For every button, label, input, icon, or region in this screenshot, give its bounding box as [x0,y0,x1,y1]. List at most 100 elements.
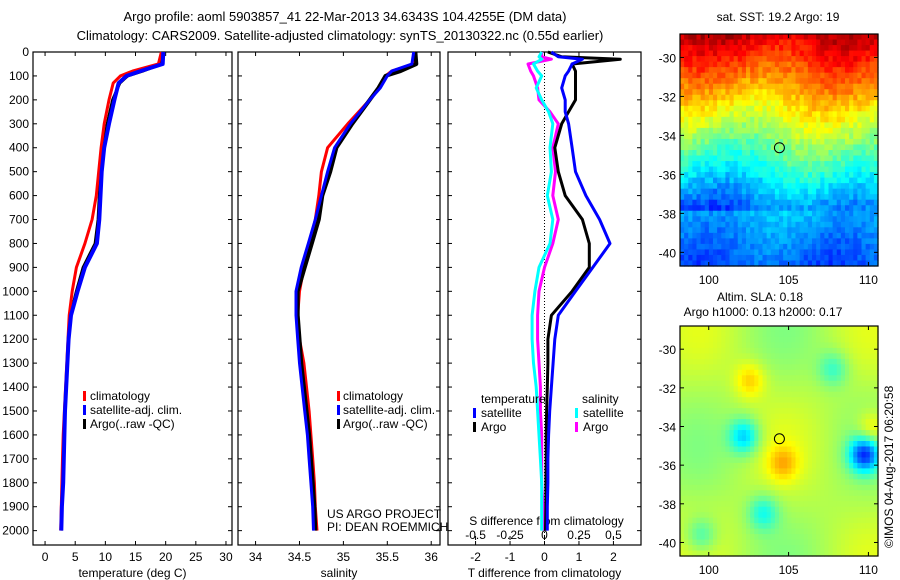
map-cell [696,528,702,535]
map-cell [774,127,780,135]
map-cell [713,419,718,426]
map-cell [700,166,706,173]
map-cell [849,430,854,437]
map-cell [766,56,772,63]
map-cell [787,408,792,415]
map-cell [733,221,739,228]
map-cell [845,517,850,524]
map-cell [774,56,780,63]
map-cell [680,133,685,140]
map-cell [812,61,817,68]
map-cell [725,238,731,245]
map-cell [828,484,834,491]
map-cell [746,50,751,57]
map-cell [857,479,863,486]
map-cell [795,424,801,431]
map-cell [832,517,838,524]
map-cell [779,523,784,530]
map-cell [758,94,764,101]
map-cell [836,336,842,344]
map-cell [853,408,858,415]
map-cell [741,72,747,79]
map-cell [708,61,714,68]
map-cell [828,45,834,52]
map-cell [857,166,863,173]
map-cell [741,243,747,251]
map-cell [812,127,817,135]
map-cell [770,326,776,333]
map-cell [845,364,850,371]
map-cell [688,150,693,157]
map-cell [824,424,830,431]
map-cell [832,495,838,502]
map-cell [812,78,817,85]
map-cell [836,369,842,376]
map-cell [688,441,693,448]
map-cell [836,326,842,333]
map-cell [853,353,858,360]
map-cell [713,161,718,168]
map-cell [807,419,813,426]
map-cell [783,94,788,101]
map-cell [688,133,693,140]
map-cell [795,166,801,173]
map-cell [713,468,718,475]
map-cell [750,67,755,74]
map-cell [791,183,797,190]
map-cell [865,490,871,497]
map-cell [721,188,726,195]
map-cell [791,150,797,157]
map-cell [766,490,772,497]
map-cell [758,358,764,365]
map-cell [696,144,702,151]
map-cell [688,336,693,344]
map-cell [791,353,797,360]
map-cell [754,490,759,497]
map-cell [840,138,846,146]
map-cell [708,205,714,212]
map-cell [812,188,817,195]
map-cell [828,254,834,262]
map-cell [836,83,842,90]
map-cell [832,111,838,118]
map-cell [799,232,805,239]
map-cell [873,78,879,85]
map-cell [791,326,797,333]
x-tick-label: 34.5 [288,550,312,564]
map-cell [700,194,706,201]
map-cell [762,539,768,546]
map-cell [845,150,850,157]
map-cell [832,194,838,201]
map-cell [758,490,764,497]
map-cell [684,457,689,464]
map-cell [783,138,788,146]
map-cell [783,100,788,107]
map-cell [770,495,776,502]
map-cell [688,155,693,162]
map-cell [696,419,702,426]
map-cell [688,506,693,513]
map-cell [869,34,875,41]
map-cell [733,61,739,68]
map-cell [873,375,879,382]
map-cell [733,205,739,212]
map-cell [779,166,784,173]
map-cell [688,539,693,546]
map-cell [750,484,755,491]
map-cell [762,353,768,360]
map-cell [832,342,838,349]
map-cell [733,116,739,123]
map-cell [803,45,809,52]
map-cell [832,539,838,546]
map-cell [770,105,776,112]
map-cell [857,216,863,223]
map-cell [795,441,801,448]
map-cell [708,358,714,365]
map-cell [725,468,731,475]
map-cell [857,138,863,146]
map-cell [865,506,871,513]
map-cell [733,402,739,409]
map-cell [869,232,875,239]
map-cell [733,122,739,129]
map-cell [869,243,875,251]
